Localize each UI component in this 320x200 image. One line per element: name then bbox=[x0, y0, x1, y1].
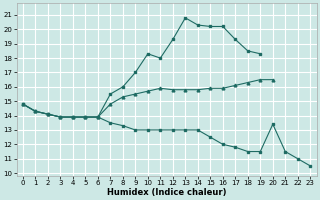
X-axis label: Humidex (Indice chaleur): Humidex (Indice chaleur) bbox=[107, 188, 226, 197]
